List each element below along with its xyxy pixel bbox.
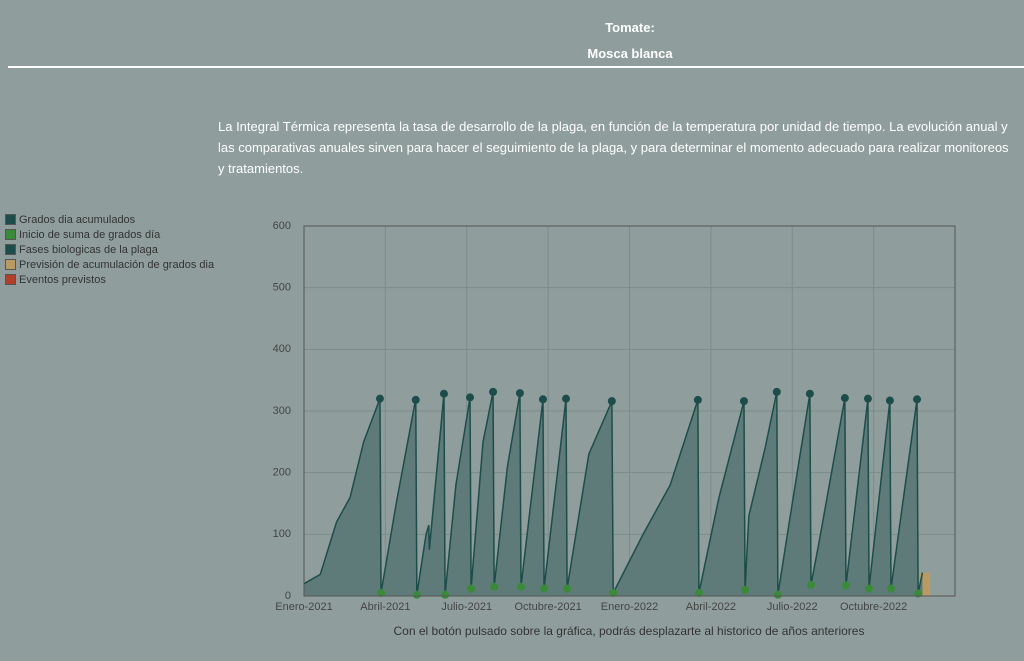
point bbox=[886, 584, 895, 593]
point bbox=[773, 590, 782, 599]
point bbox=[562, 394, 571, 403]
x-tick-label: Abril-2022 bbox=[686, 601, 736, 613]
point bbox=[841, 581, 850, 590]
legend-label: Grados dia acumulados bbox=[19, 213, 136, 226]
legend-item[interactable]: Previsión de acumulación de grados dia bbox=[5, 257, 214, 272]
point bbox=[412, 590, 421, 599]
point bbox=[490, 582, 499, 591]
y-tick-label: 200 bbox=[273, 467, 291, 479]
x-tick-label: Octubre-2021 bbox=[514, 601, 581, 613]
legend-swatch bbox=[5, 229, 16, 240]
point bbox=[609, 588, 618, 597]
legend-label: Inicio de suma de grados día bbox=[19, 228, 161, 241]
x-tick-label: Julio-2021 bbox=[441, 601, 492, 613]
point bbox=[885, 396, 894, 405]
y-tick-label: 100 bbox=[273, 528, 291, 540]
point bbox=[805, 389, 814, 398]
point bbox=[694, 588, 703, 597]
legend-label: Fases biologicas de la plaga bbox=[19, 243, 158, 256]
divider bbox=[8, 66, 1024, 68]
point bbox=[863, 394, 872, 403]
x-tick-label: Enero-2022 bbox=[601, 601, 659, 613]
y-tick-label: 600 bbox=[273, 220, 291, 232]
plot-frame bbox=[303, 225, 956, 597]
point bbox=[913, 395, 922, 404]
point bbox=[439, 389, 448, 398]
area-fill bbox=[304, 391, 923, 596]
point bbox=[607, 397, 616, 406]
legend-swatch bbox=[5, 244, 16, 255]
legend-swatch bbox=[5, 214, 16, 225]
y-tick-label: 500 bbox=[273, 282, 291, 294]
legend-swatch bbox=[5, 274, 16, 285]
legend-label: Eventos previstos bbox=[19, 273, 106, 286]
point bbox=[377, 588, 386, 597]
point bbox=[441, 590, 450, 599]
legend-item[interactable]: Eventos previstos bbox=[5, 272, 214, 287]
legend-label: Previsión de acumulación de grados dia bbox=[19, 258, 215, 271]
point bbox=[840, 394, 849, 403]
point bbox=[517, 582, 525, 591]
point bbox=[772, 387, 781, 396]
point bbox=[515, 389, 524, 398]
x-tick-label: Julio-2022 bbox=[767, 601, 818, 613]
point bbox=[741, 585, 750, 594]
legend-item[interactable]: Fases biologicas de la plaga bbox=[5, 242, 214, 257]
point bbox=[540, 584, 549, 593]
description: La Integral Térmica representa la tasa d… bbox=[218, 119, 1009, 176]
point bbox=[538, 395, 547, 404]
y-tick-label: 300 bbox=[273, 405, 291, 417]
point bbox=[489, 387, 498, 396]
x-tick-label: Octubre-2022 bbox=[840, 601, 907, 613]
y-tick-label: 400 bbox=[273, 343, 291, 355]
point bbox=[466, 393, 475, 402]
x-tick-label: Enero-2021 bbox=[275, 601, 333, 613]
point bbox=[739, 397, 748, 406]
y-tick-label: 0 bbox=[285, 590, 291, 602]
point bbox=[563, 584, 572, 593]
point bbox=[693, 395, 702, 404]
x-tick-label: Abril-2021 bbox=[360, 601, 410, 613]
legend: Grados dia acumulados Inicio de suma de g… bbox=[5, 212, 214, 287]
crop-title: Tomate: bbox=[605, 20, 655, 35]
legend-item[interactable]: Inicio de suma de grados día bbox=[5, 227, 214, 242]
point bbox=[375, 394, 384, 403]
legend-item[interactable]: Grados dia acumulados bbox=[5, 212, 214, 227]
bar bbox=[920, 572, 931, 596]
legend-swatch bbox=[5, 259, 16, 270]
point bbox=[411, 395, 420, 404]
point bbox=[806, 580, 815, 589]
point bbox=[467, 584, 476, 593]
point bbox=[865, 584, 874, 593]
pest-title: Mosca blanca bbox=[587, 46, 673, 61]
chart-caption: Con el botón pulsado sobre la gráfica, p… bbox=[394, 624, 865, 638]
